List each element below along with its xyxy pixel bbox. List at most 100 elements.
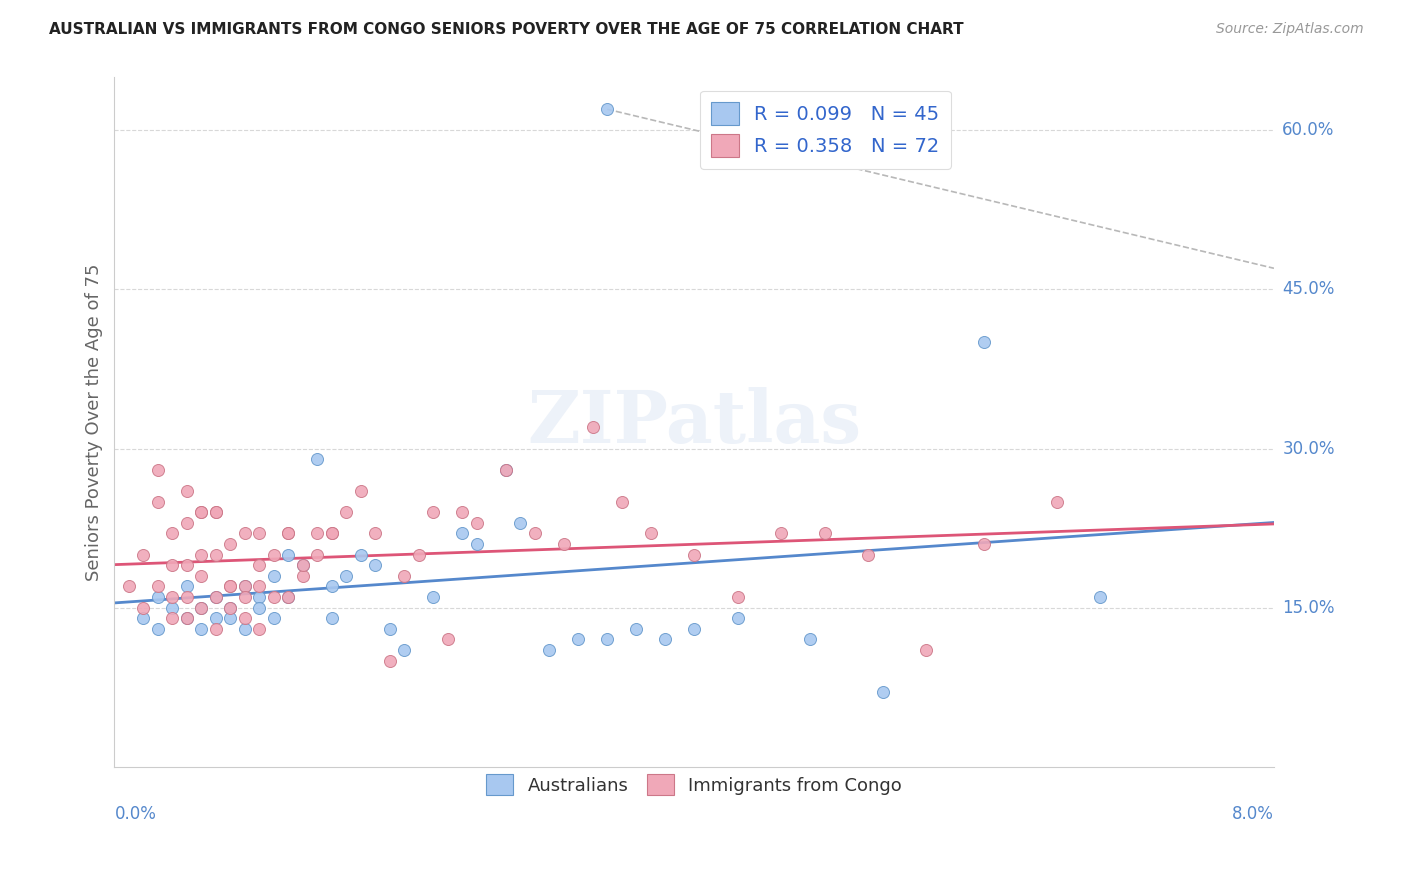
Point <box>190 548 212 562</box>
Point <box>856 548 879 562</box>
Point <box>364 526 387 541</box>
Point <box>219 600 242 615</box>
Text: AUSTRALIAN VS IMMIGRANTS FROM CONGO SENIORS POVERTY OVER THE AGE OF 75 CORRELATI: AUSTRALIAN VS IMMIGRANTS FROM CONGO SENI… <box>49 22 965 37</box>
Point <box>219 579 242 593</box>
Point <box>436 632 458 647</box>
Point <box>872 685 894 699</box>
Point <box>451 526 474 541</box>
Text: ZIPatlas: ZIPatlas <box>527 386 862 458</box>
Point <box>176 483 198 498</box>
Point <box>770 526 793 541</box>
Point <box>422 505 444 519</box>
Point <box>422 590 444 604</box>
Point <box>190 505 212 519</box>
Point <box>176 590 198 604</box>
Point <box>596 102 619 116</box>
Point <box>538 643 561 657</box>
Point <box>233 579 256 593</box>
Point <box>190 622 212 636</box>
Point <box>205 505 228 519</box>
Point <box>132 548 155 562</box>
Point <box>247 600 270 615</box>
Point <box>205 590 228 604</box>
Point <box>233 611 256 625</box>
Point <box>233 579 256 593</box>
Point <box>509 516 531 530</box>
Point <box>307 548 329 562</box>
Point <box>321 526 343 541</box>
Point <box>654 632 676 647</box>
Point <box>495 463 517 477</box>
Point <box>205 590 228 604</box>
Point <box>291 568 314 582</box>
Point <box>364 558 387 573</box>
Point <box>307 526 329 541</box>
Point <box>495 463 517 477</box>
Point <box>132 600 155 615</box>
Point <box>1088 590 1111 604</box>
Point <box>233 526 256 541</box>
Point <box>727 611 749 625</box>
Point <box>335 568 357 582</box>
Point <box>321 526 343 541</box>
Point <box>219 579 242 593</box>
Point <box>176 516 198 530</box>
Point <box>190 600 212 615</box>
Point <box>146 622 169 636</box>
Point <box>146 590 169 604</box>
Point <box>146 579 169 593</box>
Point <box>219 537 242 551</box>
Point <box>190 568 212 582</box>
Point <box>247 622 270 636</box>
Point <box>277 590 299 604</box>
Point <box>915 643 938 657</box>
Point <box>465 516 488 530</box>
Point <box>350 548 373 562</box>
Point <box>162 590 184 604</box>
Y-axis label: Seniors Poverty Over the Age of 75: Seniors Poverty Over the Age of 75 <box>86 263 103 581</box>
Point <box>277 526 299 541</box>
Point <box>291 558 314 573</box>
Point <box>263 548 285 562</box>
Point <box>553 537 575 551</box>
Point <box>1045 494 1067 508</box>
Point <box>277 548 299 562</box>
Point <box>247 558 270 573</box>
Point <box>162 558 184 573</box>
Point <box>335 505 357 519</box>
Point <box>378 622 401 636</box>
Point <box>683 548 706 562</box>
Point <box>176 579 198 593</box>
Point <box>190 505 212 519</box>
Legend: Australians, Immigrants from Congo: Australians, Immigrants from Congo <box>479 767 910 803</box>
Point <box>176 611 198 625</box>
Point <box>321 579 343 593</box>
Point <box>394 568 416 582</box>
Point <box>247 526 270 541</box>
Point <box>219 600 242 615</box>
Point <box>233 590 256 604</box>
Point <box>523 526 546 541</box>
Point <box>162 600 184 615</box>
Point <box>683 622 706 636</box>
Point <box>247 590 270 604</box>
Point <box>176 611 198 625</box>
Point <box>408 548 430 562</box>
Text: 45.0%: 45.0% <box>1282 280 1334 299</box>
Point <box>205 611 228 625</box>
Point <box>176 558 198 573</box>
Point <box>205 548 228 562</box>
Point <box>263 590 285 604</box>
Point <box>146 463 169 477</box>
Point <box>291 558 314 573</box>
Text: 8.0%: 8.0% <box>1232 805 1274 823</box>
Text: 0.0%: 0.0% <box>114 805 156 823</box>
Point <box>146 494 169 508</box>
Point <box>162 611 184 625</box>
Point <box>567 632 589 647</box>
Point <box>378 654 401 668</box>
Point <box>394 643 416 657</box>
Point <box>640 526 662 541</box>
Point <box>321 611 343 625</box>
Point <box>277 526 299 541</box>
